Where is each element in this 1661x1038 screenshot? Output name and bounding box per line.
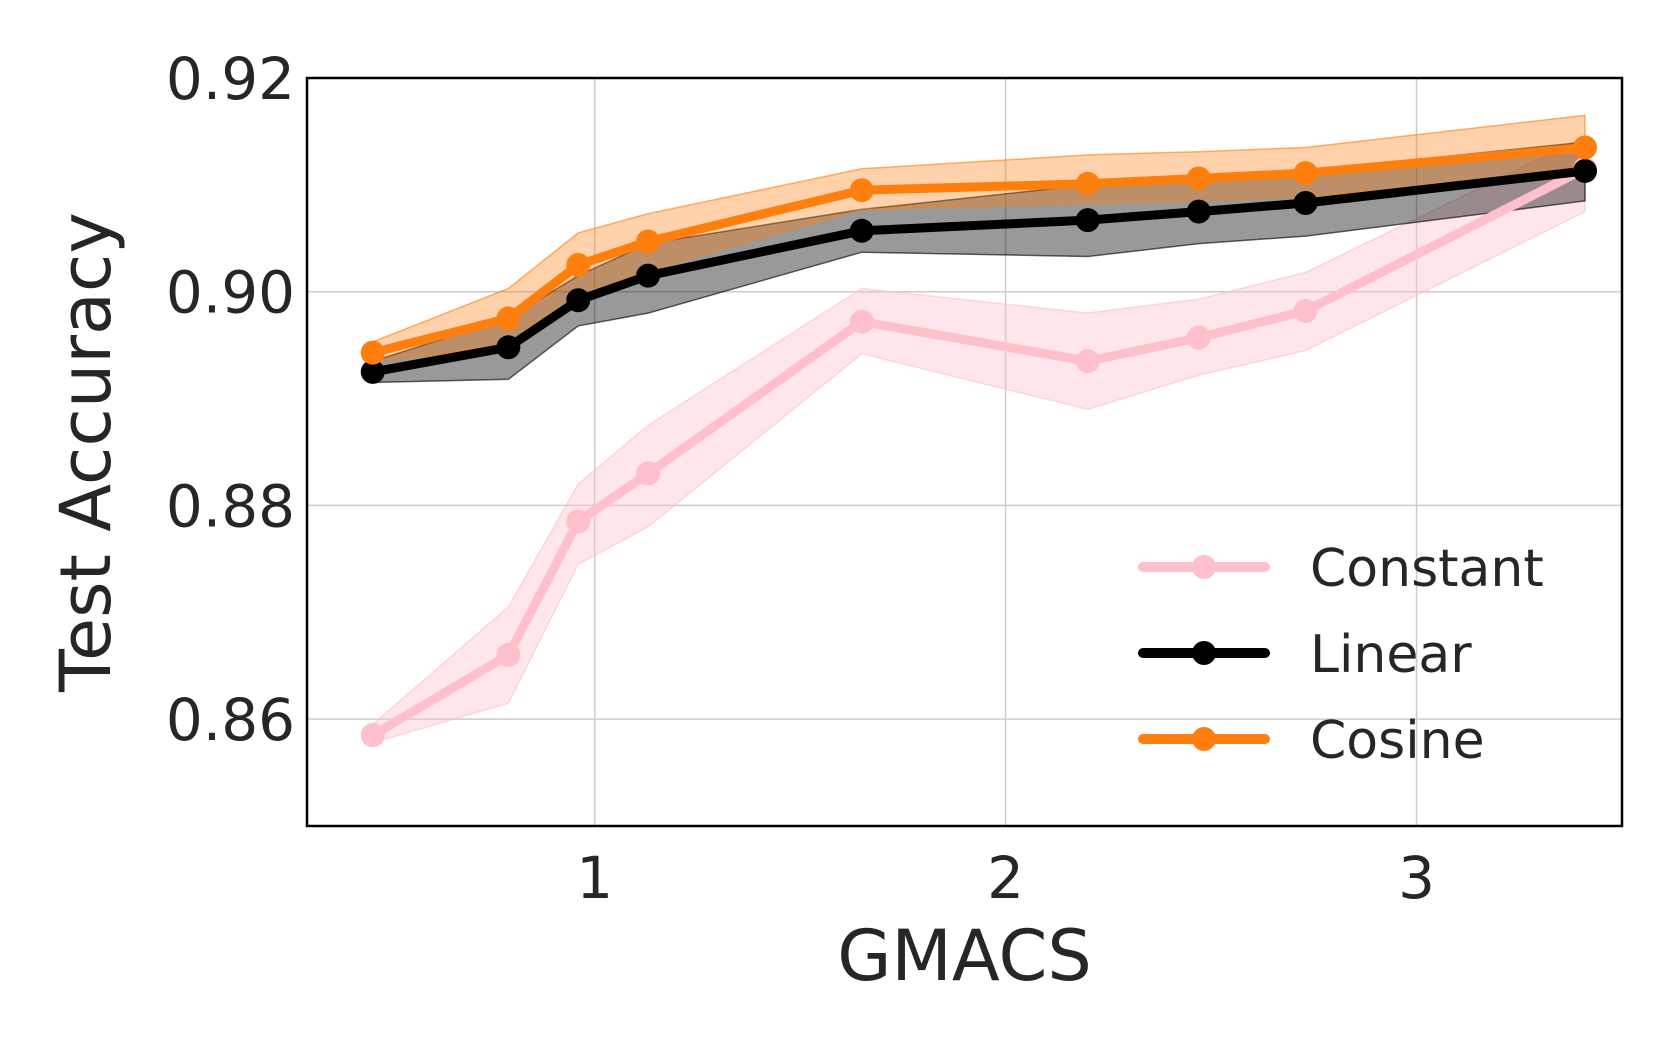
legend-marker-constant <box>1192 555 1216 579</box>
y-tick-labels: 0.86 0.88 0.90 0.92 <box>166 45 295 754</box>
cosine-point <box>636 229 661 254</box>
legend-label-cosine: Cosine <box>1310 711 1485 771</box>
linear-point <box>496 335 521 360</box>
linear-point <box>1075 208 1100 233</box>
x-axis-label: GMACS <box>837 915 1092 997</box>
constant-point <box>566 509 591 534</box>
linear-point <box>636 263 661 288</box>
constant-band <box>372 135 1586 744</box>
x-tick-label: 2 <box>987 844 1024 912</box>
series-markers <box>360 135 1598 748</box>
cosine-point <box>1573 135 1598 160</box>
y-axis-label: Test Accuracy <box>45 212 127 693</box>
cosine-point <box>849 178 874 203</box>
legend-marker-cosine <box>1192 727 1216 751</box>
plot-frame <box>305 76 1624 828</box>
linear-point <box>1293 191 1318 216</box>
cosine-point <box>566 253 591 277</box>
constant-point <box>1186 325 1211 350</box>
y-tick-label: 0.90 <box>166 259 295 327</box>
y-tick-label: 0.88 <box>166 472 295 540</box>
x-tick-labels: 1 2 3 <box>576 844 1435 912</box>
y-tick-label: 0.92 <box>166 45 295 113</box>
constant-point <box>849 309 874 334</box>
linear-point <box>566 288 591 313</box>
cosine-point <box>1075 171 1100 196</box>
legend-entry-linear: Linear <box>1138 625 1472 685</box>
legend: Constant Linear Cosine <box>1138 539 1544 771</box>
constant-point <box>1075 349 1100 374</box>
cosine-point <box>360 340 385 365</box>
legend-marker-linear <box>1192 641 1216 665</box>
x-tick-label: 1 <box>576 844 613 912</box>
constant-point <box>496 643 521 668</box>
legend-entry-constant: Constant <box>1138 539 1544 599</box>
cosine-point <box>1293 161 1318 186</box>
linear-point <box>849 218 874 243</box>
legend-entry-cosine: Cosine <box>1138 711 1485 771</box>
linear-point <box>360 359 385 384</box>
constant-point <box>360 723 385 748</box>
legend-label-constant: Constant <box>1310 539 1544 599</box>
constant-point <box>1293 298 1318 323</box>
cosine-point <box>496 306 521 331</box>
y-tick-label: 0.86 <box>166 686 295 754</box>
x-tick-label: 3 <box>1398 844 1435 912</box>
cosine-point <box>1186 166 1211 191</box>
linear-point <box>1186 199 1211 224</box>
linear-point <box>1573 158 1598 183</box>
legend-label-linear: Linear <box>1310 625 1472 685</box>
constant-point <box>636 461 661 486</box>
